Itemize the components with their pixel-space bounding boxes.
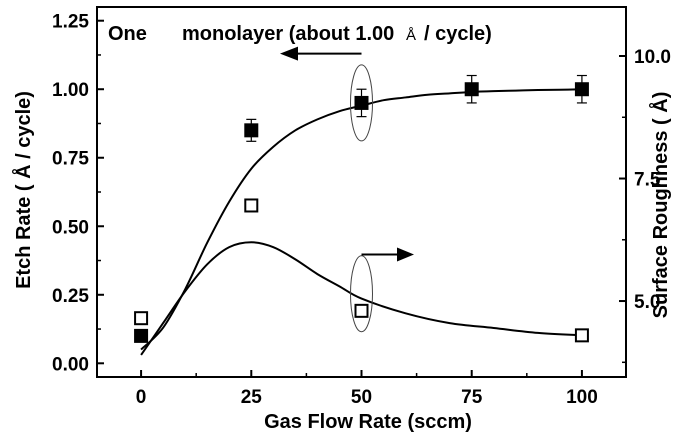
y-right-tick-label-0: 5.0 [634, 292, 660, 313]
roughness-point-3 [574, 328, 589, 343]
etch-rate-ellipse [350, 64, 373, 142]
tick-labels: 0 25 50 75 100 0.00 0.25 0.50 0.75 1.00 1.25 5.0 7.5… [52, 12, 671, 408]
etch-rate-point-2 [354, 95, 369, 110]
x-tick-label-2: 50 [351, 387, 372, 408]
etch-rate-point-0 [134, 328, 149, 343]
x-axis-title: Gas Flow Rate (sccm) [264, 411, 472, 433]
y-left-tick-label-5: 1.25 [52, 12, 89, 33]
roughness-ellipse [350, 255, 373, 333]
x-tick-label-4: 100 [566, 387, 598, 408]
y-right-tick-label-2: 10.0 [634, 47, 671, 68]
y-right-tick-label-1: 7.5 [634, 170, 661, 191]
annotation-main: monolayer (about 1.00 [182, 23, 394, 45]
x-tick-label-3: 75 [461, 387, 483, 408]
etch-rate-point-3 [464, 82, 479, 97]
roughness-point-0 [134, 311, 149, 326]
annotation-unit: Å [406, 27, 416, 44]
annotation-prefix: One [108, 23, 147, 45]
y-left-tick-label-0: 0.00 [52, 354, 89, 375]
chart-marks [134, 46, 589, 356]
y-left-tick-label-1: 0.25 [52, 286, 89, 307]
right-arrow-head [397, 247, 414, 262]
y-left-tick-label-3: 0.75 [52, 149, 89, 170]
plot-frame [96, 6, 627, 378]
y-left-tick-label-4: 1.00 [52, 80, 89, 101]
etch-rate-point-4 [574, 82, 589, 97]
roughness-point-2 [354, 303, 369, 318]
y-right-axis-title: Surface Roughness ( Å) [648, 92, 672, 319]
left-arrow-head [280, 46, 298, 61]
y-left-axis-title: Etch Rate ( Å / cycle) [11, 91, 35, 289]
y-left-tick-label-2: 0.50 [52, 217, 89, 238]
plot-area [96, 6, 627, 378]
fit-curve-1 [140, 241, 582, 356]
x-tick-label-0: 0 [136, 387, 147, 408]
annotation-suffix: / cycle) [424, 23, 492, 45]
x-tick-label-1: 25 [241, 387, 263, 408]
roughness-point-1 [244, 198, 259, 213]
etch-rate-point-1 [244, 123, 259, 138]
